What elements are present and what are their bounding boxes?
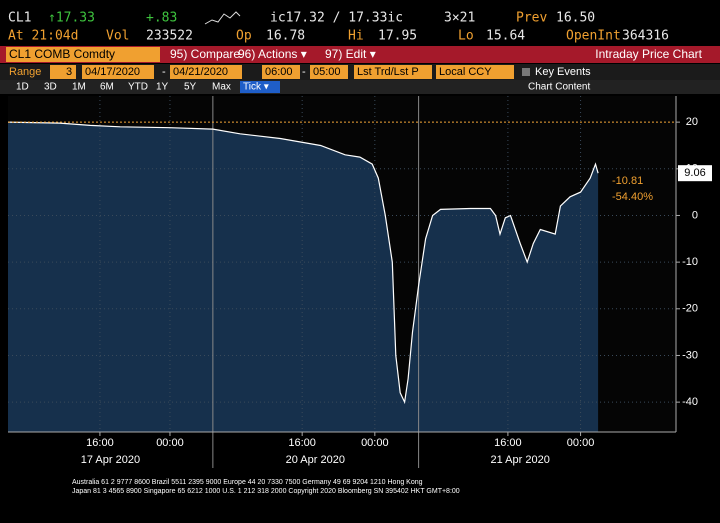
annotation: -54.40% bbox=[612, 191, 653, 203]
period-button[interactable]: YTD bbox=[128, 82, 148, 93]
ticker: CL1 bbox=[8, 11, 31, 26]
key-events[interactable]: Key Events bbox=[535, 66, 591, 78]
security[interactable]: CL1 COMB Comdty bbox=[9, 47, 115, 61]
bid-ask: ic17.32 / 17.33ic bbox=[270, 11, 403, 26]
period-button[interactable]: Max bbox=[212, 82, 231, 93]
oi-label: OpenInt bbox=[566, 29, 621, 44]
date-label: 17 Apr 2020 bbox=[81, 454, 140, 466]
oi: 364316 bbox=[622, 29, 669, 44]
x-tick-label: 00:00 bbox=[361, 437, 389, 449]
op: 16.78 bbox=[266, 29, 305, 44]
security-box[interactable] bbox=[6, 47, 160, 62]
price-line bbox=[7, 121, 599, 405]
sparkline bbox=[204, 11, 241, 25]
start-date-box[interactable] bbox=[82, 65, 154, 79]
edit-button[interactable]: 97) Edit ▾ bbox=[325, 47, 376, 61]
x-tick-label: 00:00 bbox=[567, 437, 595, 449]
time: At 21:04d bbox=[8, 29, 78, 44]
date-label: 21 Apr 2020 bbox=[490, 454, 549, 466]
last-price-label: 9.06 bbox=[684, 167, 705, 179]
vol-label: Vol bbox=[106, 29, 129, 44]
x-tick-label: 16:00 bbox=[86, 437, 114, 449]
period-bar bbox=[0, 80, 720, 94]
footer-line: Japan 81 3 4565 8900 Singapore 65 6212 1… bbox=[72, 488, 460, 495]
y-tick-label: -10 bbox=[682, 256, 698, 268]
dash: - bbox=[302, 66, 306, 78]
y-tick-label: -40 bbox=[682, 396, 698, 408]
footer-line: Australia 61 2 9777 8600 Brazil 5511 239… bbox=[72, 479, 423, 486]
range[interactable]: 3 bbox=[66, 66, 72, 78]
y-tick-label: -20 bbox=[682, 303, 698, 315]
y-tick-label: 20 bbox=[686, 116, 698, 128]
end-date-box[interactable] bbox=[170, 65, 242, 79]
toolbar bbox=[0, 46, 720, 63]
date-label: 20 Apr 2020 bbox=[286, 454, 345, 466]
price-type[interactable]: Lst Trd/Lst P bbox=[357, 66, 419, 78]
period-button[interactable]: 1M bbox=[72, 82, 86, 93]
toolbar-title: Intraday Price Chart bbox=[595, 47, 702, 61]
start-date[interactable]: 04/17/2020 bbox=[85, 66, 140, 78]
tick-button[interactable]: Tick ▾ bbox=[243, 82, 269, 93]
x-tick-label: 16:00 bbox=[288, 437, 316, 449]
size: 3×21 bbox=[444, 11, 475, 26]
area-fill bbox=[8, 122, 599, 432]
checkbox[interactable] bbox=[522, 68, 530, 76]
compare-button[interactable]: 95) Compare bbox=[170, 47, 240, 61]
currency[interactable]: Local CCY bbox=[439, 66, 492, 78]
last-price-box bbox=[678, 165, 712, 182]
prev-label: Prev bbox=[516, 11, 547, 26]
period-button[interactable]: 5Y bbox=[184, 82, 197, 93]
period-button[interactable]: 6M bbox=[100, 82, 114, 93]
lo: 15.64 bbox=[486, 29, 525, 44]
op-label: Op bbox=[236, 29, 252, 44]
period-button[interactable]: 1D bbox=[16, 82, 29, 93]
prev: 16.50 bbox=[556, 11, 595, 26]
lo-label: Lo bbox=[458, 29, 474, 44]
actions-button[interactable]: 96) Actions ▾ bbox=[238, 47, 307, 61]
hi-label: Hi bbox=[348, 29, 364, 44]
range-label: Range bbox=[9, 66, 41, 78]
x-tick-label: 00:00 bbox=[156, 437, 184, 449]
annotation: -10.81 bbox=[612, 175, 643, 187]
price-type-box[interactable] bbox=[354, 65, 432, 79]
hi: 17.95 bbox=[378, 29, 417, 44]
start-time-box[interactable] bbox=[262, 65, 300, 79]
end-time[interactable]: 05:00 bbox=[313, 66, 341, 78]
range-box[interactable] bbox=[50, 65, 76, 79]
last-price: ↑17.33 bbox=[48, 11, 95, 26]
y-tick-label: -30 bbox=[682, 349, 698, 361]
vol: 233522 bbox=[146, 29, 193, 44]
x-tick-label: 16:00 bbox=[494, 437, 522, 449]
change: +.83 bbox=[146, 11, 177, 26]
y-tick-label: 0 bbox=[692, 209, 698, 221]
currency-box[interactable] bbox=[436, 65, 514, 79]
tick-box[interactable] bbox=[240, 81, 280, 93]
end-time-box[interactable] bbox=[310, 65, 348, 79]
period-button[interactable]: 1Y bbox=[156, 82, 169, 93]
end-date[interactable]: 04/21/2020 bbox=[173, 66, 228, 78]
period-buttons: 1D 3D 1M 6M YTD 1Y 5Y Max bbox=[16, 82, 231, 93]
period-button[interactable]: 3D bbox=[44, 82, 57, 93]
start-time[interactable]: 06:00 bbox=[265, 66, 293, 78]
dash: - bbox=[162, 66, 166, 78]
chart-content[interactable]: Chart Content bbox=[528, 82, 590, 93]
